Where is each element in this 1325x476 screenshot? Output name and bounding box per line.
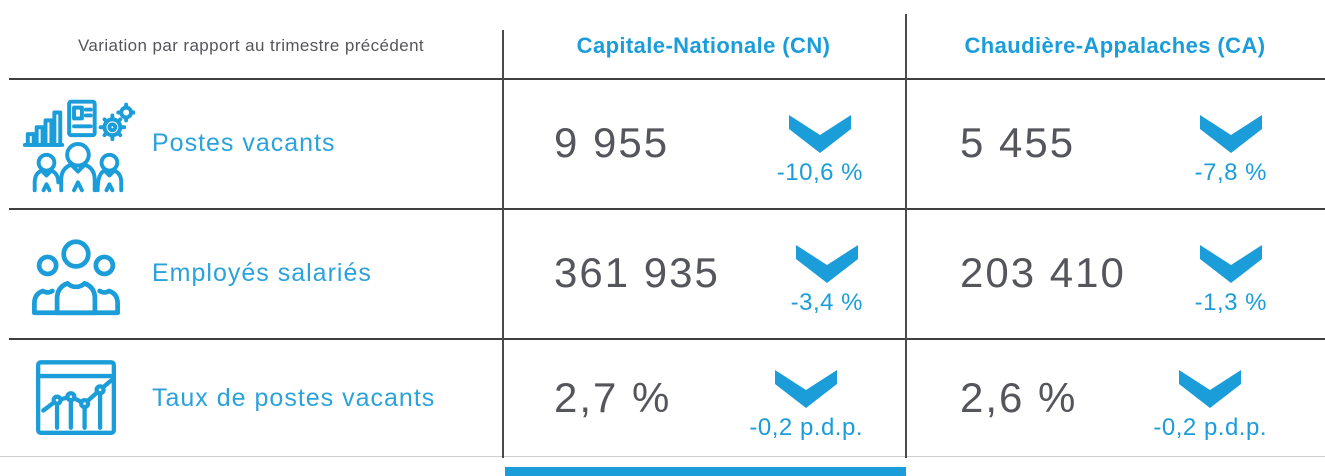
row-taux-postes-vacants-label-cell: Taux de postes vacants xyxy=(0,338,502,458)
down-chevron-icon xyxy=(1199,244,1262,283)
down-chevron-icon xyxy=(795,244,858,283)
change-text: -1,3 % xyxy=(1194,288,1267,316)
change-employes-salaries-ca: -1,3 % xyxy=(1195,244,1267,317)
change-taux-cn: -0,2 p.d.p. xyxy=(749,369,863,442)
down-chevron-icon xyxy=(788,114,851,153)
cell-postes-vacants-cn: 9 955 -10,6 % xyxy=(502,78,905,208)
value-postes-vacants-ca: 5 455 xyxy=(960,119,1076,166)
row-divider-line xyxy=(9,338,1325,340)
value-taux-ca: 2,6 % xyxy=(960,374,1078,421)
change-postes-vacants-cn: -10,6 % xyxy=(777,114,863,187)
column-header-ca-label: Chaudière-Appalaches (CA) xyxy=(964,33,1266,58)
change-text: -7,8 % xyxy=(1194,158,1267,186)
row-label-taux-postes-vacants: Taux de postes vacants xyxy=(152,383,436,412)
change-taux-ca: -0,2 p.d.p. xyxy=(1153,369,1267,442)
cell-taux-cn: 2,7 % -0,2 p.d.p. xyxy=(502,338,905,458)
bottom-faint-line xyxy=(0,456,1325,457)
cell-employes-salaries-ca: 203 410 -1,3 % xyxy=(905,208,1325,338)
down-chevron-icon xyxy=(1199,114,1262,153)
row-postes-vacants-label-cell: Postes vacants xyxy=(0,78,502,208)
cell-taux-ca: 2,6 % -0,2 p.d.p. xyxy=(905,338,1325,458)
change-text: -0,2 p.d.p. xyxy=(1153,413,1267,441)
column-header-ca: Chaudière-Appalaches (CA) xyxy=(905,0,1325,78)
change-text: -10,6 % xyxy=(776,158,863,186)
cell-postes-vacants-ca: 5 455 -7,8 % xyxy=(905,78,1325,208)
table-caption: Variation par rapport au trimestre précé… xyxy=(77,36,425,56)
employees-group-icon xyxy=(0,228,152,318)
workforce-analytics-icon xyxy=(0,93,152,193)
column-header-cn-label: Capitale-Nationale (CN) xyxy=(576,33,831,58)
table-caption-cell: Variation par rapport au trimestre précé… xyxy=(0,0,502,78)
row-employes-salaries-label-cell: Employés salariés xyxy=(0,208,502,338)
cell-employes-salaries-cn: 361 935 -3,4 % xyxy=(502,208,905,338)
row-label-employes-salaries: Employés salariés xyxy=(152,258,372,287)
down-chevron-icon xyxy=(775,369,838,408)
column-divider-line xyxy=(502,30,504,458)
change-text: -3,4 % xyxy=(790,288,863,316)
chart-window-icon xyxy=(0,356,152,440)
value-employes-salaries-cn: 361 935 xyxy=(554,249,720,296)
down-chevron-icon xyxy=(1179,369,1242,408)
change-text: -0,2 p.d.p. xyxy=(749,413,863,441)
row-divider-line xyxy=(9,208,1325,210)
bottom-accent-bar xyxy=(505,467,906,476)
change-postes-vacants-ca: -7,8 % xyxy=(1195,114,1267,187)
change-employes-salaries-cn: -3,4 % xyxy=(791,244,863,317)
column-divider-line xyxy=(905,14,907,458)
row-label-postes-vacants: Postes vacants xyxy=(152,128,336,157)
header-divider-line xyxy=(9,78,1325,80)
value-taux-cn: 2,7 % xyxy=(554,374,672,421)
value-postes-vacants-cn: 9 955 xyxy=(554,119,670,166)
value-employes-salaries-ca: 203 410 xyxy=(960,249,1126,296)
column-header-cn: Capitale-Nationale (CN) xyxy=(502,0,905,78)
